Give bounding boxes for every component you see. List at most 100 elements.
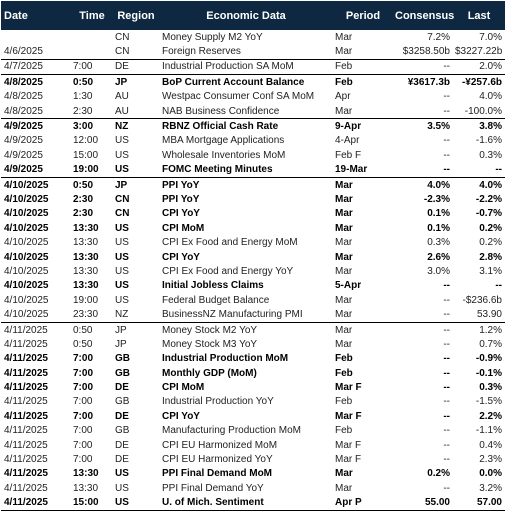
cell-time: 13:30 bbox=[73, 222, 99, 234]
cell-consensus: -- bbox=[443, 454, 450, 466]
cell-consensus: 0.2% bbox=[427, 468, 450, 480]
cell-consensus: -- bbox=[443, 439, 450, 451]
cell-time: 7:00 bbox=[71, 59, 113, 76]
table-row: 4/9/2025 15:00 US Wholesale Inventories MoM… bbox=[1, 148, 505, 162]
cell-date: 4/8/2025 bbox=[1, 103, 71, 120]
cell-time: 13:30 bbox=[73, 251, 99, 263]
cell-consensus: -- bbox=[443, 382, 450, 394]
cell-period: Mar bbox=[333, 103, 393, 120]
table-row: 4/8/2025 0:50 JP BoP Current Account Balanc… bbox=[1, 75, 505, 90]
cell-date: 4/9/2025 bbox=[4, 135, 43, 147]
cell-last: 53.90 bbox=[453, 307, 505, 323]
cell-period: Mar bbox=[335, 468, 353, 480]
cell-time: 13:30 bbox=[73, 237, 99, 249]
cell-consensus: -- bbox=[393, 103, 453, 120]
cell-consensus: -- bbox=[443, 425, 450, 437]
cell-last: -$236.6b bbox=[462, 294, 502, 306]
cell-economic-data: Industrial Production YoY bbox=[162, 396, 274, 408]
table-row: CN Money Supply M2 YoY Mar 7.2% 7.0% bbox=[1, 30, 505, 44]
cell-region: DE bbox=[115, 439, 129, 451]
cell-consensus: -- bbox=[443, 410, 450, 422]
cell-date: 4/10/2025 bbox=[4, 193, 49, 205]
cell-period: Mar bbox=[333, 44, 393, 60]
cell-last: 4.0% bbox=[479, 91, 502, 103]
cell-period: Mar bbox=[335, 251, 353, 263]
table-body: CN Money Supply M2 YoY Mar 7.2% 7.0% 4/6/2025… bbox=[1, 30, 505, 511]
cell-last: 3.8% bbox=[479, 121, 502, 133]
cell-last: 0.3% bbox=[479, 149, 502, 161]
table-row: 4/10/2025 13:30 US CPI Ex Food and Energy M… bbox=[1, 235, 505, 249]
cell-economic-data: CPI YoY bbox=[162, 251, 200, 263]
cell-region: US bbox=[115, 237, 129, 249]
cell-date: 4/10/2025 bbox=[4, 179, 49, 191]
cell-date: 4/11/2025 bbox=[4, 353, 48, 365]
cell-last: -0.7% bbox=[475, 208, 502, 220]
cell-time: 7:00 bbox=[73, 396, 93, 408]
cell-last: -- bbox=[453, 162, 505, 178]
table-row: 4/7/2025 7:00 DE Industrial Production SA M… bbox=[1, 59, 505, 76]
cell-last: 0.7% bbox=[479, 338, 502, 350]
table-row: 4/11/2025 0:50 JP Money Stock M2 YoY Mar -- 1.… bbox=[1, 322, 505, 337]
cell-period: Feb bbox=[333, 59, 393, 76]
cell-date: 4/7/2025 bbox=[1, 59, 71, 76]
cell-consensus: -- bbox=[443, 338, 450, 350]
cell-region: DE bbox=[113, 59, 159, 76]
cell-last: 2.3% bbox=[479, 454, 502, 466]
cell-period: 9-Apr bbox=[335, 121, 362, 133]
cell-time: 7:00 bbox=[73, 382, 94, 394]
cell-economic-data: CPI EU Harmonized YoY bbox=[162, 454, 273, 466]
table-row: 4/10/2025 13:30 US CPI YoY Mar 2.6% 2.8% bbox=[1, 250, 505, 264]
cell-time: 15:00 bbox=[73, 149, 99, 161]
table-row: 4/8/2025 1:30 AU Westpac Consumer Conf SA M… bbox=[1, 90, 505, 104]
cell-economic-data: NAB Business Confidence bbox=[159, 103, 333, 120]
cell-consensus: -- bbox=[393, 162, 453, 178]
cell-date: 4/9/2025 bbox=[4, 121, 43, 133]
cell-time: 2:30 bbox=[73, 208, 94, 220]
cell-economic-data: BusinessNZ Manufacturing PMI bbox=[159, 307, 333, 323]
cell-region: CN bbox=[115, 31, 130, 43]
cell-region: US bbox=[115, 280, 129, 292]
cell-region: CN bbox=[113, 44, 159, 60]
cell-region: AU bbox=[113, 103, 159, 120]
cell-date: 4/11/2025 bbox=[4, 482, 48, 494]
cell-region: US bbox=[115, 294, 129, 306]
cell-consensus: $3258.50b bbox=[393, 44, 453, 60]
cell-period: Mar bbox=[335, 208, 353, 220]
cell-region: NZ bbox=[115, 121, 129, 133]
table-row: 4/10/2025 2:30 CN CPI YoY Mar 0.1% -0.7% bbox=[1, 207, 505, 221]
table-row: 4/11/2025 13:30 US PPI Final Demand MoM Mar 0… bbox=[1, 467, 505, 481]
cell-time: 0:50 bbox=[73, 338, 93, 350]
cell-region: AU bbox=[115, 91, 129, 103]
cell-date: 4/11/2025 bbox=[4, 338, 48, 350]
cell-region: US bbox=[115, 135, 129, 147]
cell-date bbox=[1, 30, 71, 44]
cell-region: US bbox=[115, 265, 129, 277]
cell-economic-data: PPI YoY bbox=[162, 179, 200, 191]
cell-time: 7:00 bbox=[73, 410, 94, 422]
cell-economic-data: Monthly GDP (MoM) bbox=[162, 367, 257, 379]
cell-date: 4/11/2025 bbox=[4, 410, 48, 422]
cell-region: JP bbox=[115, 338, 127, 350]
table-row: 4/11/2025 7:00 DE CPI MoM Mar F -- 0.3% bbox=[1, 380, 505, 394]
header-date: Date bbox=[1, 1, 71, 30]
cell-time bbox=[71, 44, 113, 60]
cell-consensus: -- bbox=[443, 280, 450, 292]
cell-time: 12:00 bbox=[73, 135, 99, 147]
cell-economic-data: Money Stock M3 YoY bbox=[162, 338, 258, 350]
cell-economic-data: Wholesale Inventories MoM bbox=[162, 149, 286, 161]
table-row: 4/10/2025 0:50 JP PPI YoY Mar 4.0% 4.0% bbox=[1, 177, 505, 192]
cell-date: 4/10/2025 bbox=[4, 222, 49, 234]
cell-period: Feb bbox=[335, 76, 353, 88]
table-row: 4/6/2025 CN Foreign Reserves Mar $3258.50b $3… bbox=[1, 44, 505, 60]
cell-period: 4-Apr bbox=[335, 135, 360, 147]
cell-last: -- bbox=[495, 280, 502, 292]
cell-region: US bbox=[115, 149, 129, 161]
cell-period: Mar bbox=[335, 237, 353, 249]
cell-region: DE bbox=[115, 382, 129, 394]
cell-consensus: ¥3617.3b bbox=[407, 76, 450, 88]
cell-date: 4/11/2025 bbox=[4, 382, 48, 394]
cell-time: 13:30 bbox=[73, 468, 99, 480]
header-economic-data: Economic Data bbox=[159, 1, 333, 30]
cell-region: NZ bbox=[113, 307, 159, 323]
cell-period: Mar F bbox=[335, 382, 362, 394]
